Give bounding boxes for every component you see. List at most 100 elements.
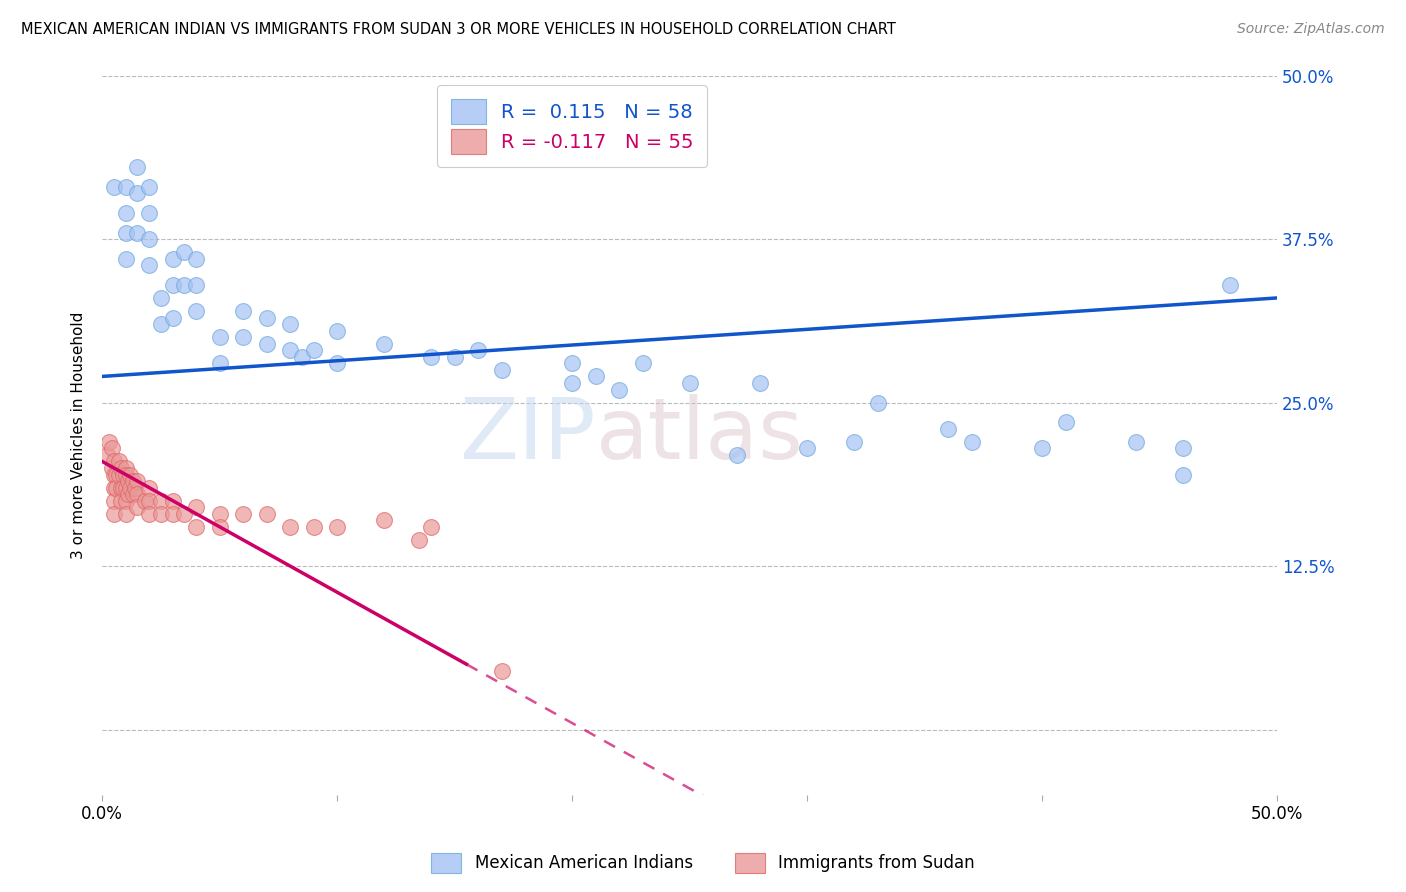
- Point: [186, 500, 208, 515]
- Point: [420, 350, 443, 364]
- Point: [114, 481, 136, 495]
- Point: [114, 493, 136, 508]
- Point: [585, 369, 607, 384]
- Point: [103, 507, 125, 521]
- Point: [149, 291, 172, 305]
- Point: [103, 493, 125, 508]
- Point: [138, 507, 160, 521]
- Point: [607, 383, 630, 397]
- Point: [208, 330, 231, 344]
- Point: [149, 493, 172, 508]
- Point: [679, 376, 702, 390]
- Point: [134, 493, 156, 508]
- Point: [114, 507, 136, 521]
- Point: [127, 487, 149, 501]
- Point: [173, 277, 195, 292]
- Point: [138, 258, 160, 272]
- Point: [631, 356, 654, 370]
- Point: [138, 232, 160, 246]
- Legend: R =  0.115   N = 58, R = -0.117   N = 55: R = 0.115 N = 58, R = -0.117 N = 55: [437, 86, 707, 168]
- Point: [1173, 467, 1195, 482]
- Point: [103, 454, 125, 468]
- Point: [1173, 442, 1195, 456]
- Point: [491, 363, 513, 377]
- Point: [420, 520, 443, 534]
- Point: [127, 474, 149, 488]
- Point: [232, 507, 254, 521]
- Point: [278, 520, 301, 534]
- Point: [256, 507, 278, 521]
- Point: [844, 434, 866, 449]
- Point: [302, 343, 325, 358]
- Point: [114, 226, 136, 240]
- Point: [208, 520, 231, 534]
- Point: [114, 467, 136, 482]
- Point: [127, 160, 149, 174]
- Point: [103, 481, 125, 495]
- Point: [491, 664, 513, 678]
- Point: [291, 350, 314, 364]
- Point: [107, 454, 129, 468]
- Point: [138, 206, 160, 220]
- Point: [302, 520, 325, 534]
- Point: [103, 179, 125, 194]
- Point: [105, 467, 128, 482]
- Point: [110, 481, 132, 495]
- Text: ZIP: ZIP: [460, 393, 596, 477]
- Point: [162, 507, 184, 521]
- Point: [121, 487, 143, 501]
- Point: [1125, 434, 1147, 449]
- Point: [408, 533, 430, 547]
- Point: [112, 481, 135, 495]
- Point: [110, 493, 132, 508]
- Point: [127, 186, 149, 201]
- Point: [256, 336, 278, 351]
- Point: [186, 277, 208, 292]
- Point: [467, 343, 489, 358]
- Point: [208, 356, 231, 370]
- Point: [936, 422, 959, 436]
- Point: [149, 317, 172, 331]
- Point: [121, 474, 143, 488]
- Point: [120, 481, 142, 495]
- Point: [100, 461, 122, 475]
- Point: [1054, 415, 1077, 429]
- Point: [725, 448, 748, 462]
- Point: [443, 350, 465, 364]
- Point: [1219, 277, 1241, 292]
- Point: [796, 442, 818, 456]
- Point: [162, 277, 184, 292]
- Point: [112, 467, 135, 482]
- Point: [1031, 442, 1053, 456]
- Point: [149, 507, 172, 521]
- Point: [278, 317, 301, 331]
- Point: [326, 356, 349, 370]
- Point: [173, 507, 195, 521]
- Point: [373, 513, 395, 527]
- Point: [107, 467, 129, 482]
- Point: [120, 467, 142, 482]
- Point: [138, 493, 160, 508]
- Point: [326, 520, 349, 534]
- Text: MEXICAN AMERICAN INDIAN VS IMMIGRANTS FROM SUDAN 3 OR MORE VEHICLES IN HOUSEHOLD: MEXICAN AMERICAN INDIAN VS IMMIGRANTS FR…: [21, 22, 896, 37]
- Point: [110, 461, 132, 475]
- Y-axis label: 3 or more Vehicles in Household: 3 or more Vehicles in Household: [72, 311, 86, 559]
- Point: [561, 376, 583, 390]
- Point: [162, 493, 184, 508]
- Point: [98, 434, 121, 449]
- Text: Source: ZipAtlas.com: Source: ZipAtlas.com: [1237, 22, 1385, 37]
- Point: [749, 376, 772, 390]
- Point: [326, 324, 349, 338]
- Point: [373, 336, 395, 351]
- Point: [105, 481, 128, 495]
- Point: [117, 474, 139, 488]
- Point: [127, 500, 149, 515]
- Point: [103, 467, 125, 482]
- Point: [114, 179, 136, 194]
- Point: [278, 343, 301, 358]
- Point: [100, 442, 122, 456]
- Point: [208, 507, 231, 521]
- Point: [114, 206, 136, 220]
- Point: [138, 179, 160, 194]
- Point: [186, 252, 208, 266]
